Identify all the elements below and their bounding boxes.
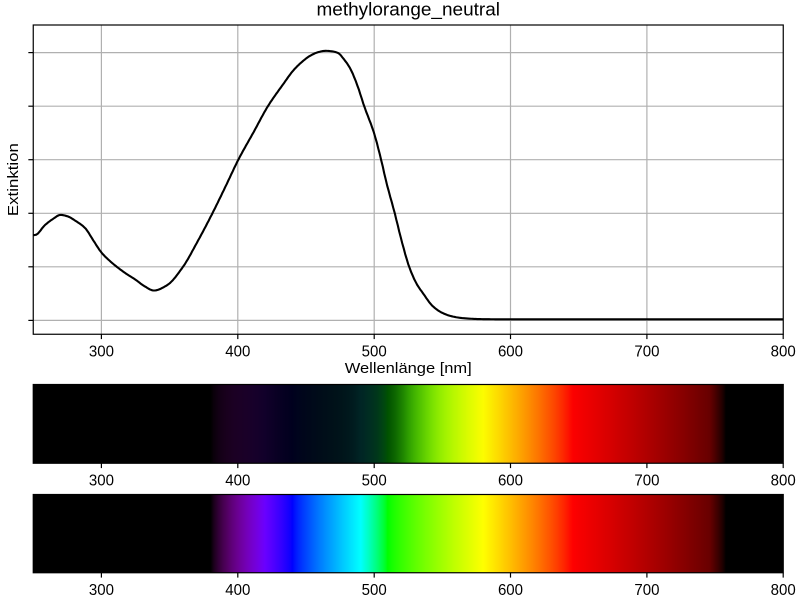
svg-text:300: 300	[89, 473, 114, 490]
svg-text:700: 700	[634, 473, 659, 490]
svg-text:500: 500	[362, 344, 387, 361]
svg-text:600: 600	[498, 344, 523, 361]
svg-text:methylorange_neutral: methylorange_neutral	[317, 0, 501, 20]
svg-text:400: 400	[225, 582, 250, 599]
svg-text:800: 800	[771, 582, 796, 599]
svg-text:Wellenlänge [nm]: Wellenlänge [nm]	[345, 360, 472, 377]
svg-text:600: 600	[498, 473, 523, 490]
svg-text:700: 700	[634, 344, 659, 361]
svg-text:400: 400	[225, 473, 250, 490]
svg-text:400: 400	[225, 344, 250, 361]
svg-text:600: 600	[498, 582, 523, 599]
svg-text:800: 800	[771, 344, 796, 361]
svg-text:800: 800	[771, 473, 796, 490]
svg-text:700: 700	[634, 582, 659, 599]
svg-text:Extinktion: Extinktion	[5, 143, 22, 216]
svg-text:500: 500	[362, 582, 387, 599]
svg-text:300: 300	[89, 344, 114, 361]
svg-text:300: 300	[89, 582, 114, 599]
svg-text:500: 500	[362, 473, 387, 490]
